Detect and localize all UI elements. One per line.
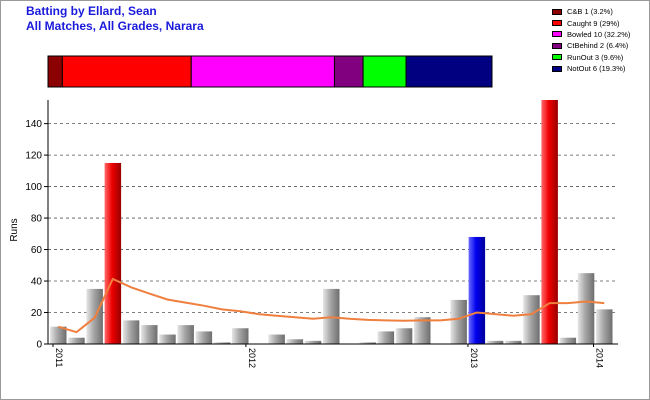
- x-tick-label: 2014: [595, 348, 605, 368]
- bar-27: [541, 100, 558, 344]
- average-trend-line: [58, 277, 605, 334]
- legend-swatch: [552, 31, 562, 38]
- y-axis-label: Runs: [9, 218, 20, 241]
- bar-3: [104, 162, 122, 344]
- bar-23: [468, 236, 486, 344]
- bar-14: [304, 340, 322, 344]
- bar-29: [577, 273, 595, 344]
- bar-10: [232, 328, 249, 344]
- legend-swatch: [552, 20, 562, 27]
- y-tick-label: 100: [25, 182, 42, 193]
- legend-swatch: [552, 8, 562, 15]
- bar-24: [486, 340, 504, 344]
- y-tick-label: 60: [31, 245, 43, 256]
- y-tick-label: 40: [31, 277, 43, 288]
- legend-label: CtBehind 2 (6.4%): [567, 41, 629, 51]
- bar-6: [159, 334, 176, 344]
- y-tick-label: 140: [25, 119, 42, 130]
- chart-subtitle: All Matches, All Grades, Narara: [26, 19, 204, 33]
- bar-18: [377, 331, 395, 344]
- bar-0: [50, 326, 67, 344]
- gridlines: [48, 123, 618, 313]
- y-axis-ticks: 0 20 40 60 80 100 120 140: [25, 119, 48, 351]
- legend-swatch: [552, 54, 562, 61]
- x-tick-label: 2013: [469, 348, 479, 368]
- y-tick-label: 120: [25, 151, 42, 162]
- bar-28: [559, 337, 577, 344]
- bar-8: [195, 331, 213, 344]
- bar-20: [414, 317, 431, 344]
- x-tick-label: 2011: [54, 348, 64, 367]
- legend-item-notout: NotOut 6 (19.3%): [552, 63, 630, 74]
- legend-label: Bowled 10 (32.2%): [567, 29, 631, 39]
- legend-item-ctbehind: CtBehind 2 (6.4%): [552, 40, 630, 51]
- bar-17: [359, 342, 376, 344]
- bar-30: [596, 309, 613, 344]
- legend-item-cab: C&B 1 (3.2%): [552, 6, 630, 17]
- legend-item-bowled: Bowled 10 (32.2%): [552, 29, 630, 40]
- bar-4: [122, 320, 140, 344]
- legend-label: C&B 1 (3.2%): [567, 7, 613, 17]
- axes: [47, 100, 618, 345]
- bar-12: [268, 334, 285, 344]
- y-tick-label: 80: [31, 214, 43, 225]
- y-tick-label: 0: [36, 340, 42, 351]
- legend-swatch: [552, 42, 562, 49]
- bar-22: [450, 299, 467, 344]
- bar-9: [213, 342, 231, 344]
- runs-bars: [50, 100, 613, 344]
- bar-1: [68, 337, 85, 344]
- strip-segment-notout: [405, 55, 493, 88]
- dismissal-strip: [47, 55, 493, 88]
- bar-19: [395, 328, 413, 344]
- legend: C&B 1 (3.2%) Caught 9 (29%) Bowled 10 (3…: [552, 6, 630, 74]
- y-tick-label: 20: [31, 308, 43, 319]
- x-tick-label: 2012: [247, 348, 257, 368]
- bar-7: [177, 325, 194, 344]
- bar-26: [523, 295, 540, 344]
- legend-label: RunOut 3 (9.6%): [567, 52, 624, 62]
- bar-25: [505, 340, 522, 344]
- strip-segment-bowled: [190, 55, 335, 88]
- bar-13: [286, 339, 304, 344]
- x-axis-ticks: 2011 2012 2013 2014: [52, 344, 605, 368]
- strip-segment-ctbehind: [333, 55, 364, 88]
- chart-title: Batting by Ellard, Sean: [26, 4, 157, 18]
- legend-label: Caught 9 (29%): [567, 18, 620, 28]
- strip-segment-cb: [47, 55, 63, 88]
- strip-segment-caught: [61, 55, 192, 88]
- legend-item-runout: RunOut 3 (9.6%): [552, 52, 630, 63]
- legend-item-caught: Caught 9 (29%): [552, 17, 630, 28]
- strip-segment-runout: [362, 55, 407, 88]
- legend-swatch: [552, 65, 562, 72]
- legend-label: NotOut 6 (19.3%): [567, 64, 626, 74]
- bar-5: [141, 325, 158, 344]
